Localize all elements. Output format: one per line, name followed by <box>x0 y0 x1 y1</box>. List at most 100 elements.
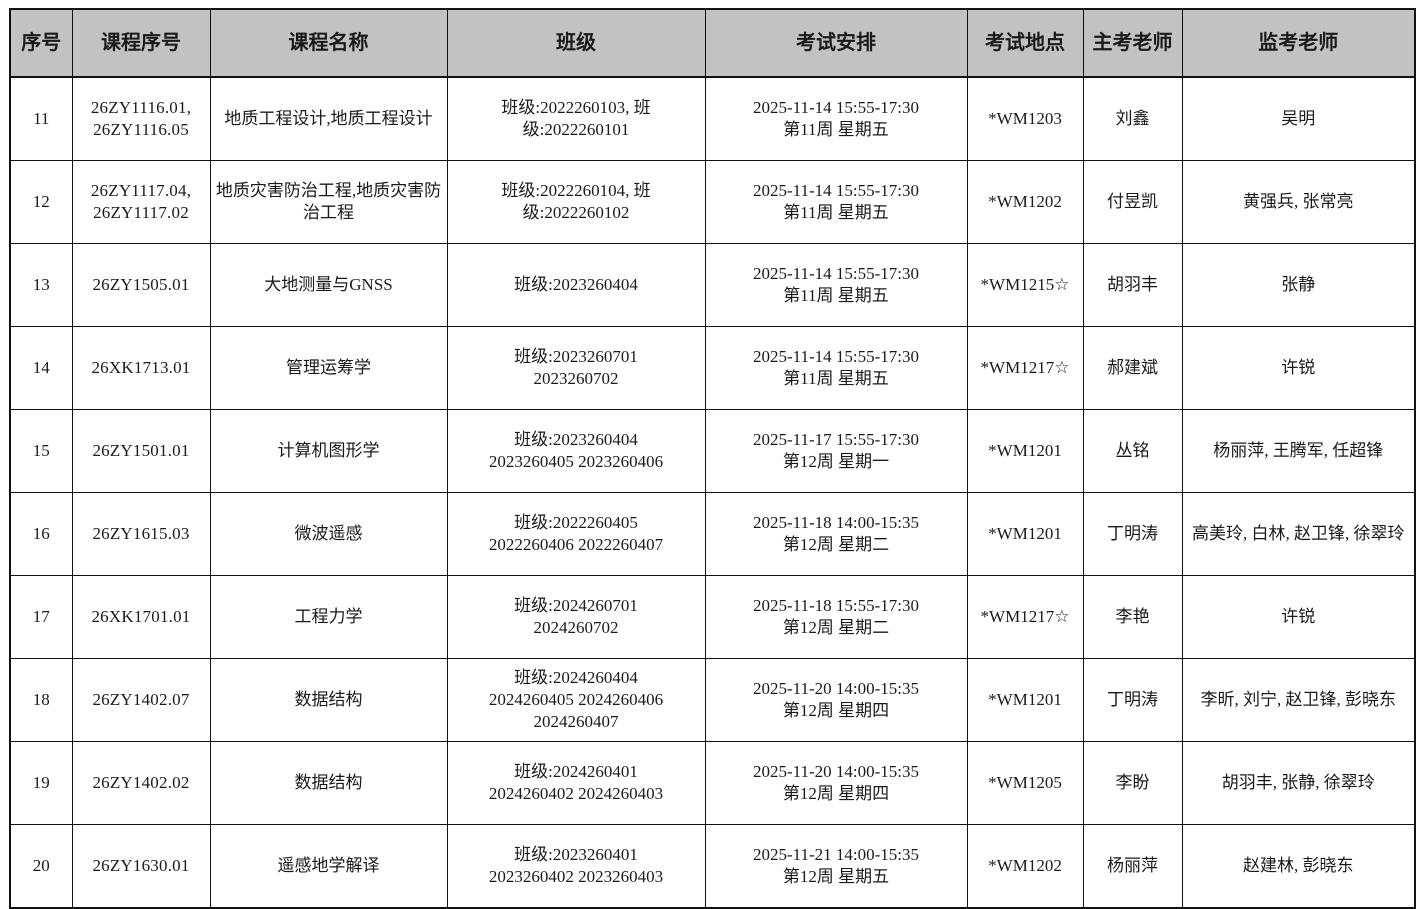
cell-chief: 胡羽丰 <box>1082 243 1183 327</box>
table-row: 16 26ZY1615.03 微波遥感 班级:2022260405 202226040… <box>9 492 1416 576</box>
cell-code: 26ZY1116.01, 26ZY1116.05 <box>71 76 211 161</box>
cell-sched: 2025-11-20 14:00-15:35 第12周 星期四 <box>704 741 968 825</box>
table-row: 12 26ZY1117.04, 26ZY1117.02 地质灾害防治工程,地质灾害防… <box>9 160 1416 244</box>
cell-chief: 付昱凯 <box>1082 160 1183 244</box>
cell-class: 班级:2022260103, 班级:2022260101 <box>446 76 706 161</box>
table-row: 18 26ZY1402.07 数据结构 班级:2024260404 202426040… <box>9 658 1416 742</box>
cell-name: 地质工程设计,地质工程设计 <box>209 76 448 161</box>
cell-sched: 2025-11-14 15:55-17:30 第11周 星期五 <box>704 326 968 410</box>
cell-code: 26ZY1501.01 <box>71 409 211 493</box>
cell-code: 26ZY1505.01 <box>71 243 211 327</box>
cell-code: 26ZY1402.02 <box>71 741 211 825</box>
cell-sched: 2025-11-18 14:00-15:35 第12周 星期二 <box>704 492 968 576</box>
cell-proctor: 张静 <box>1181 243 1416 327</box>
table-row: 13 26ZY1505.01 大地测量与GNSS 班级:2023260404 2025-… <box>9 243 1416 327</box>
column-header-class: 班级 <box>446 8 706 78</box>
cell-place: *WM1203 <box>966 76 1084 161</box>
cell-place: *WM1202 <box>966 160 1084 244</box>
cell-place: *WM1205 <box>966 741 1084 825</box>
cell-name: 计算机图形学 <box>209 409 448 493</box>
cell-sched: 2025-11-17 15:55-17:30 第12周 星期一 <box>704 409 968 493</box>
cell-sched: 2025-11-14 15:55-17:30 第11周 星期五 <box>704 243 968 327</box>
cell-code: 26XK1701.01 <box>71 575 211 659</box>
cell-class: 班级:2024260401 2024260402 2024260403 <box>446 741 706 825</box>
cell-name: 微波遥感 <box>209 492 448 576</box>
cell-sched: 2025-11-14 15:55-17:30 第11周 星期五 <box>704 160 968 244</box>
cell-code: 26ZY1402.07 <box>71 658 211 742</box>
column-header-chief: 主考老师 <box>1082 8 1183 78</box>
cell-proctor: 黄强兵, 张常亮 <box>1181 160 1416 244</box>
cell-sched: 2025-11-14 15:55-17:30 第11周 星期五 <box>704 76 968 161</box>
cell-proctor: 许锐 <box>1181 575 1416 659</box>
cell-proctor: 赵建林, 彭晓东 <box>1181 824 1416 909</box>
column-header-place: 考试地点 <box>966 8 1084 78</box>
cell-name: 地质灾害防治工程,地质灾害防治工程 <box>209 160 448 244</box>
cell-chief: 丁明涛 <box>1082 492 1183 576</box>
table-row: 20 26ZY1630.01 遥感地学解译 班级:2023260401 2023260… <box>9 824 1416 909</box>
cell-place: *WM1202 <box>966 824 1084 909</box>
cell-place: *WM1217☆ <box>966 575 1084 659</box>
cell-proctor: 高美玲, 白林, 赵卫锋, 徐翠玲 <box>1181 492 1416 576</box>
cell-seq: 19 <box>9 741 73 825</box>
cell-chief: 郝建斌 <box>1082 326 1183 410</box>
cell-name: 数据结构 <box>209 658 448 742</box>
cell-class: 班级:2023260701 2023260702 <box>446 326 706 410</box>
table-row: 19 26ZY1402.02 数据结构 班级:2024260401 202426040… <box>9 741 1416 825</box>
cell-class: 班级:2023260404 2023260405 2023260406 <box>446 409 706 493</box>
column-header-seq: 序号 <box>9 8 73 78</box>
cell-name: 遥感地学解译 <box>209 824 448 909</box>
exam-schedule-table: 序号 课程序号 课程名称 班级 考试安排 考试地点 主考老师 监考老师 11 26ZY1116.… <box>9 8 1416 909</box>
cell-proctor: 杨丽萍, 王腾军, 任超锋 <box>1181 409 1416 493</box>
cell-class: 班级:2024260701 2024260702 <box>446 575 706 659</box>
table-header: 序号 课程序号 课程名称 班级 考试安排 考试地点 主考老师 监考老师 <box>9 8 1416 78</box>
cell-chief: 丁明涛 <box>1082 658 1183 742</box>
cell-seq: 20 <box>9 824 73 909</box>
cell-chief: 丛铭 <box>1082 409 1183 493</box>
cell-chief: 杨丽萍 <box>1082 824 1183 909</box>
cell-sched: 2025-11-20 14:00-15:35 第12周 星期四 <box>704 658 968 742</box>
cell-seq: 16 <box>9 492 73 576</box>
cell-seq: 18 <box>9 658 73 742</box>
cell-place: *WM1201 <box>966 658 1084 742</box>
cell-chief: 刘鑫 <box>1082 76 1183 161</box>
cell-seq: 15 <box>9 409 73 493</box>
cell-seq: 11 <box>9 76 73 161</box>
cell-seq: 17 <box>9 575 73 659</box>
table-body: 11 26ZY1116.01, 26ZY1116.05 地质工程设计,地质工程设计班… <box>9 76 1416 909</box>
cell-code: 26XK1713.01 <box>71 326 211 410</box>
cell-proctor: 胡羽丰, 张静, 徐翠玲 <box>1181 741 1416 825</box>
table-row: 14 26XK1713.01 管理运筹学 班级:2023260701 20232607… <box>9 326 1416 410</box>
cell-name: 工程力学 <box>209 575 448 659</box>
cell-seq: 12 <box>9 160 73 244</box>
cell-place: *WM1201 <box>966 492 1084 576</box>
cell-sched: 2025-11-21 14:00-15:35 第12周 星期五 <box>704 824 968 909</box>
cell-seq: 13 <box>9 243 73 327</box>
cell-seq: 14 <box>9 326 73 410</box>
cell-name: 大地测量与GNSS <box>209 243 448 327</box>
header-row: 序号 课程序号 课程名称 班级 考试安排 考试地点 主考老师 监考老师 <box>9 8 1416 78</box>
cell-place: *WM1201 <box>966 409 1084 493</box>
cell-chief: 李盼 <box>1082 741 1183 825</box>
column-header-sched: 考试安排 <box>704 8 968 78</box>
cell-place: *WM1215☆ <box>966 243 1084 327</box>
cell-code: 26ZY1117.04, 26ZY1117.02 <box>71 160 211 244</box>
column-header-code: 课程序号 <box>71 8 211 78</box>
column-header-proctor: 监考老师 <box>1181 8 1416 78</box>
cell-name: 数据结构 <box>209 741 448 825</box>
cell-proctor: 李昕, 刘宁, 赵卫锋, 彭晓东 <box>1181 658 1416 742</box>
cell-class: 班级:2023260404 <box>446 243 706 327</box>
table-row: 17 26XK1701.01 工程力学 班级:2024260701 202426070… <box>9 575 1416 659</box>
cell-class: 班级:2024260404 2024260405 2024260406 2024… <box>446 658 706 742</box>
cell-code: 26ZY1630.01 <box>71 824 211 909</box>
cell-class: 班级:2022260104, 班级:2022260102 <box>446 160 706 244</box>
cell-chief: 李艳 <box>1082 575 1183 659</box>
column-header-name: 课程名称 <box>209 8 448 78</box>
table-row: 15 26ZY1501.01 计算机图形学 班级:2023260404 2023260… <box>9 409 1416 493</box>
cell-sched: 2025-11-18 15:55-17:30 第12周 星期二 <box>704 575 968 659</box>
cell-class: 班级:2023260401 2023260402 2023260403 <box>446 824 706 909</box>
cell-proctor: 许锐 <box>1181 326 1416 410</box>
cell-code: 26ZY1615.03 <box>71 492 211 576</box>
cell-name: 管理运筹学 <box>209 326 448 410</box>
cell-place: *WM1217☆ <box>966 326 1084 410</box>
